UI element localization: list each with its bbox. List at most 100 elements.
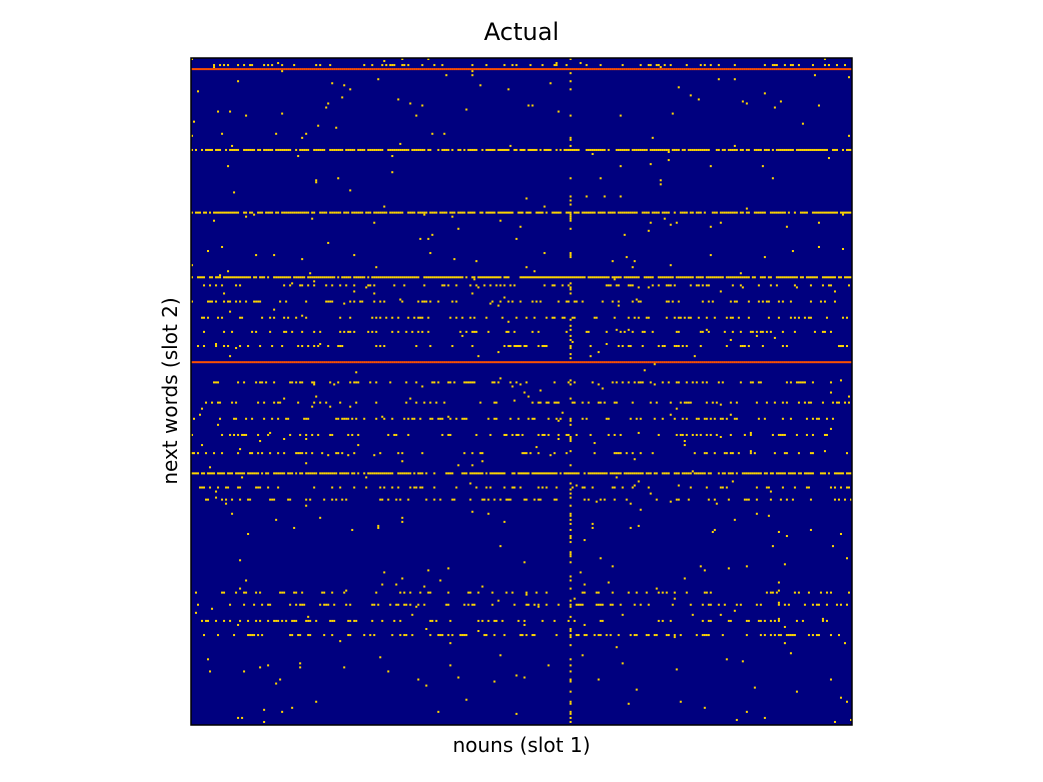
heatmap-cell	[465, 698, 468, 701]
heatmap-cell	[555, 417, 558, 420]
heatmap-cell	[353, 330, 356, 333]
heatmap-cell	[237, 716, 240, 719]
heatmap-cell	[527, 395, 530, 398]
heatmap-cell	[321, 211, 324, 214]
heatmap-cell	[461, 361, 464, 364]
heatmap-cell	[845, 345, 848, 348]
heatmap-cell	[229, 300, 232, 303]
heatmap-cell	[283, 211, 286, 214]
heatmap-cell	[617, 361, 620, 364]
heatmap-cell	[831, 417, 834, 420]
heatmap-cell	[717, 361, 720, 364]
heatmap-cell	[657, 284, 660, 287]
heatmap-cell	[403, 64, 406, 67]
heatmap-cell	[735, 148, 738, 151]
heatmap-cell	[657, 433, 660, 436]
heatmap-cell	[779, 211, 782, 214]
heatmap-cell	[631, 68, 634, 71]
heatmap-cell	[277, 68, 280, 71]
heatmap-cell	[569, 138, 572, 141]
heatmap-cell	[669, 276, 672, 279]
heatmap-cell	[405, 68, 408, 71]
heatmap-cell	[487, 512, 490, 515]
heatmap-cell	[607, 433, 610, 436]
heatmap-cell	[685, 433, 688, 436]
heatmap-cell	[787, 361, 790, 364]
heatmap-cell	[639, 381, 642, 384]
heatmap-cell	[623, 472, 626, 475]
heatmap-cell	[569, 496, 572, 499]
heatmap-cell	[501, 619, 504, 622]
heatmap-cell	[301, 276, 304, 279]
heatmap-cell	[553, 401, 556, 404]
heatmap-cell	[313, 330, 316, 333]
heatmap-cell	[489, 211, 492, 214]
heatmap-cell	[441, 148, 444, 151]
heatmap-cell	[815, 68, 818, 71]
heatmap-cell	[279, 361, 282, 364]
heatmap-cell	[737, 316, 740, 319]
heatmap-cell	[633, 316, 636, 319]
heatmap-cell	[325, 276, 328, 279]
heatmap-cell	[209, 472, 212, 475]
heatmap-cell	[469, 482, 472, 485]
heatmap-cell	[219, 417, 222, 420]
heatmap-cell	[323, 498, 326, 501]
heatmap-cell	[409, 361, 412, 364]
heatmap-cell	[499, 361, 502, 364]
heatmap-cell	[345, 148, 348, 151]
heatmap-cell	[753, 472, 756, 475]
heatmap-cell	[777, 433, 780, 436]
heatmap-cell	[593, 211, 596, 214]
heatmap-cell	[569, 634, 572, 637]
heatmap-cell	[847, 76, 850, 79]
heatmap-cell	[329, 433, 332, 436]
heatmap-cell	[327, 603, 330, 606]
heatmap-cell	[555, 64, 558, 67]
heatmap-cell	[839, 345, 842, 348]
heatmap-cell	[329, 405, 332, 408]
heatmap-cell	[689, 276, 692, 279]
heatmap-cell	[645, 211, 648, 214]
heatmap-cell	[735, 603, 738, 606]
heatmap-cell	[297, 211, 300, 214]
heatmap-cell	[443, 68, 446, 71]
heatmap-cell	[723, 472, 726, 475]
heatmap-cell	[231, 472, 234, 475]
heatmap-cell	[499, 219, 502, 222]
heatmap-cell	[441, 68, 444, 71]
heatmap-cell	[253, 300, 256, 303]
heatmap-cell	[803, 148, 806, 151]
heatmap-cell	[503, 634, 506, 637]
heatmap-cell	[597, 383, 600, 386]
heatmap-cell	[551, 276, 554, 279]
heatmap-cell	[309, 498, 312, 501]
heatmap-cell	[199, 413, 202, 416]
heatmap-cell	[525, 472, 528, 475]
heatmap-cell	[569, 286, 572, 289]
heatmap-cell	[555, 276, 558, 279]
heatmap-cell	[793, 486, 796, 489]
heatmap-cell	[533, 361, 536, 364]
heatmap-cell	[525, 634, 528, 637]
heatmap-cell	[777, 211, 780, 214]
heatmap-cell	[737, 452, 740, 455]
heatmap-cell	[477, 472, 480, 475]
heatmap-cell	[351, 361, 354, 364]
heatmap-cell	[229, 68, 232, 71]
heatmap-cell	[469, 472, 472, 475]
heatmap-cell	[275, 211, 278, 214]
heatmap-cell	[787, 603, 790, 606]
heatmap-cell	[535, 211, 538, 214]
heatmap-cell	[599, 619, 602, 622]
heatmap-cell	[261, 634, 264, 637]
heatmap-cell	[741, 211, 744, 214]
heatmap-cell	[371, 603, 374, 606]
heatmap-cell	[475, 472, 478, 475]
heatmap-cell	[745, 710, 748, 713]
heatmap-cell	[451, 68, 454, 71]
heatmap-cell	[329, 381, 332, 384]
heatmap-cell	[525, 593, 528, 596]
heatmap-cell	[425, 684, 428, 687]
heatmap-cell	[829, 276, 832, 279]
